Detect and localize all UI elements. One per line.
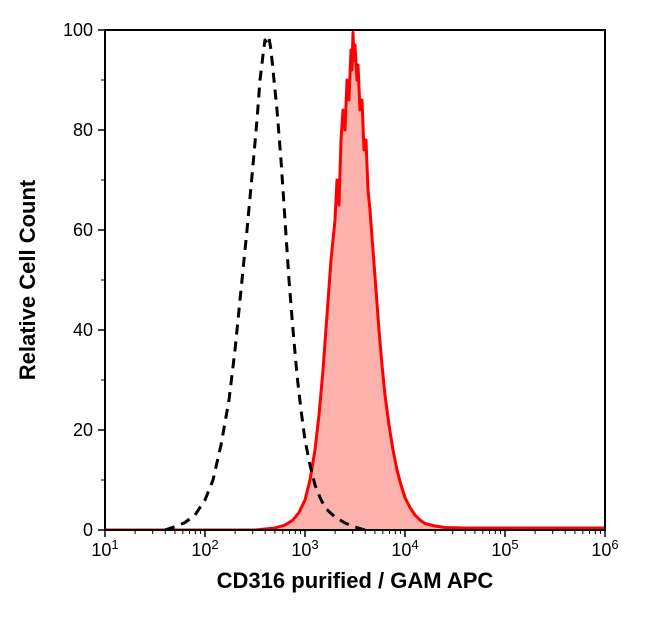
- y-axis-label: Relative Cell Count: [15, 179, 40, 380]
- chart-svg: 020406080100Relative Cell Count101102103…: [0, 0, 646, 641]
- y-tick-label: 0: [83, 520, 93, 540]
- y-tick-label: 80: [73, 120, 93, 140]
- y-tick-label: 20: [73, 420, 93, 440]
- y-tick-label: 60: [73, 220, 93, 240]
- y-tick-label: 40: [73, 320, 93, 340]
- x-axis-label: CD316 purified / GAM APC: [217, 568, 494, 593]
- y-tick-label: 100: [63, 20, 93, 40]
- flow-cytometry-histogram: 020406080100Relative Cell Count101102103…: [0, 0, 646, 641]
